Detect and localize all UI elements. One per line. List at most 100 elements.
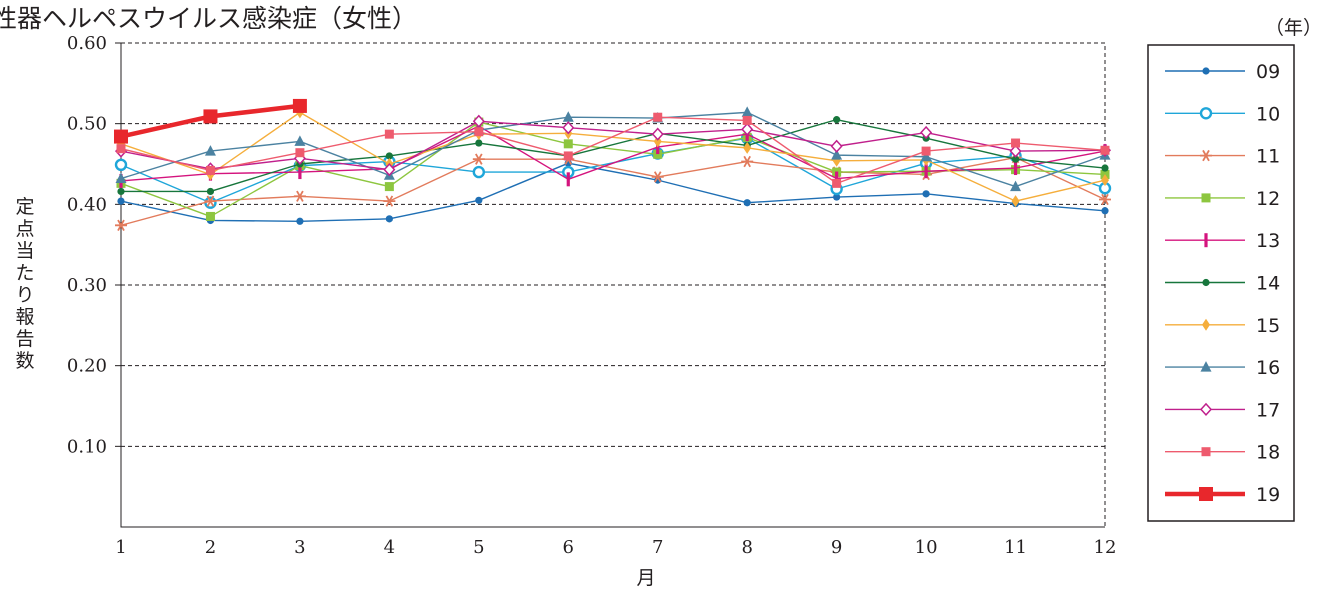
legend-item-19: 19	[1165, 484, 1280, 506]
data-point-marker	[835, 171, 839, 186]
data-point-marker	[921, 146, 931, 156]
data-point-marker	[384, 182, 394, 192]
data-point-marker	[920, 125, 933, 140]
series-19	[114, 98, 307, 144]
data-point-marker	[293, 190, 306, 202]
legend-label: 17	[1256, 399, 1280, 421]
data-point-marker	[741, 122, 754, 136]
data-point-marker	[1099, 193, 1111, 206]
data-point-marker	[831, 149, 843, 160]
x-tick-label: 2	[205, 537, 216, 558]
series-14	[117, 116, 1109, 196]
x-tick-label: 11	[1004, 537, 1027, 558]
data-point-marker	[475, 139, 483, 147]
legend-label: 18	[1256, 442, 1280, 464]
data-point-marker	[563, 151, 573, 161]
data-point-marker	[204, 145, 216, 156]
data-point-marker	[1199, 402, 1213, 417]
data-point-marker	[562, 121, 575, 135]
data-point-marker	[920, 150, 932, 162]
data-point-marker	[653, 112, 663, 122]
data-point-marker	[1200, 149, 1212, 162]
data-point-marker	[474, 127, 484, 137]
data-point-marker	[1100, 145, 1110, 155]
legend-item-11: 11	[1165, 146, 1280, 168]
data-point-marker	[741, 106, 753, 117]
legend-item-12: 12	[1165, 188, 1280, 210]
data-point-marker	[1201, 447, 1211, 457]
data-point-marker	[298, 165, 302, 180]
data-point-marker	[924, 164, 928, 179]
y-tick-label: 0.50	[67, 114, 107, 135]
data-point-marker	[563, 139, 573, 149]
data-point-marker	[830, 139, 843, 153]
data-point-marker	[383, 195, 396, 207]
data-point-marker	[1101, 207, 1109, 215]
data-point-marker	[741, 155, 754, 168]
series-line	[120, 125, 1106, 182]
x-tick-label: 1	[115, 537, 126, 558]
x-tick-label: 10	[915, 537, 938, 558]
grid-lines	[121, 123, 1105, 447]
data-point-marker	[832, 178, 842, 188]
data-point-marker	[205, 165, 215, 175]
legend-label: 14	[1256, 273, 1280, 295]
legend-label: 16	[1256, 357, 1280, 379]
data-point-marker	[1011, 155, 1020, 163]
data-point-marker	[295, 148, 305, 158]
series-line	[120, 111, 1106, 202]
data-point-marker	[833, 116, 841, 124]
data-point-marker	[651, 127, 664, 141]
data-point-marker	[1199, 107, 1213, 120]
data-point-marker	[383, 163, 396, 177]
y-tick-label: 0.30	[67, 275, 107, 296]
series-11	[115, 151, 1111, 231]
data-point-marker	[117, 187, 125, 196]
series-18	[116, 112, 1110, 188]
data-point-marker	[1013, 161, 1018, 176]
data-point-marker	[472, 153, 485, 165]
x-tick-label: 12	[1094, 537, 1117, 558]
legend-item-09: 09	[1165, 61, 1280, 83]
data-point-marker	[206, 187, 215, 196]
series-17	[114, 114, 1112, 177]
data-point-marker	[472, 114, 485, 128]
x-tick-label: 8	[741, 537, 752, 558]
data-point-marker	[1202, 318, 1210, 331]
data-point-marker	[1204, 233, 1208, 248]
y-tick-label: 0.40	[67, 194, 107, 215]
legend-item-13: 13	[1165, 230, 1280, 252]
data-point-marker	[1011, 138, 1021, 148]
data-point-marker	[475, 196, 483, 204]
series-line	[121, 118, 1106, 193]
data-point-marker	[117, 197, 125, 205]
data-point-marker	[114, 129, 128, 144]
data-point-marker	[292, 98, 307, 113]
data-point-marker	[1010, 180, 1022, 192]
legend-label: 10	[1256, 103, 1280, 125]
y-tick-label: 0.10	[67, 436, 107, 457]
legend: 09 10 11 12 13 14 15 16 17 18 19	[1147, 44, 1295, 522]
y-tick-labels: 0.10 0.20 0.30 0.40 0.50 0.60	[67, 33, 121, 457]
legend-year-unit: （年）	[1265, 17, 1319, 39]
data-point-marker	[1202, 67, 1210, 75]
data-point-marker	[743, 141, 752, 154]
data-point-marker	[294, 135, 306, 146]
legend-items: 09 10 11 12 13 14 15 16 17 18 19	[1165, 61, 1280, 506]
data-point-marker	[114, 158, 128, 172]
data-point-marker	[385, 215, 393, 223]
series-15	[117, 106, 1109, 208]
series-line	[120, 162, 1106, 222]
legend-label: 15	[1256, 315, 1280, 337]
chart-title: 性器ヘルペスウイルス感染症（女性）	[0, 4, 417, 33]
legend-item-18: 18	[1165, 442, 1280, 464]
data-point-marker	[653, 149, 663, 159]
data-point-marker	[204, 195, 217, 207]
x-tick-label: 9	[831, 537, 842, 558]
series-line	[120, 120, 1106, 171]
data-point-marker	[562, 111, 574, 122]
data-point-marker	[203, 109, 218, 124]
legend-label: 11	[1256, 146, 1280, 168]
y-axis-title: 定点当たり報告数	[15, 196, 34, 372]
